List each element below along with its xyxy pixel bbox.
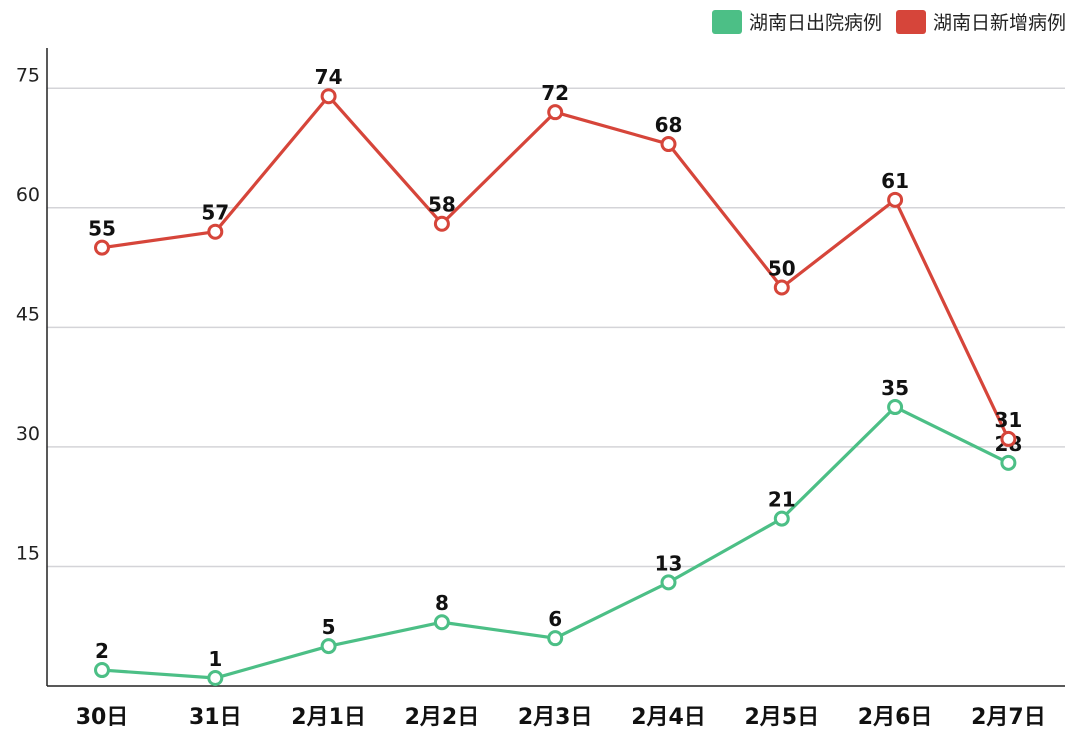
series-line-new-cases bbox=[101, 94, 1010, 440]
data-label: 50 bbox=[768, 257, 796, 281]
data-point bbox=[547, 630, 564, 647]
y-tick-label: 15 bbox=[16, 542, 40, 564]
legend-item-discharged[interactable]: 湖南日出院病例 bbox=[711, 8, 882, 35]
data-point bbox=[660, 574, 677, 591]
data-point bbox=[320, 88, 337, 105]
data-point bbox=[207, 670, 224, 687]
data-label: 31 bbox=[994, 408, 1022, 432]
data-point bbox=[1000, 430, 1017, 447]
data-point bbox=[1000, 454, 1017, 471]
data-point bbox=[320, 638, 337, 655]
data-point bbox=[433, 614, 450, 631]
data-point bbox=[94, 239, 110, 256]
y-tick-label: 75 bbox=[16, 64, 40, 86]
legend-item-new-cases[interactable]: 湖南日新增病例 bbox=[895, 8, 1066, 35]
data-point bbox=[887, 191, 904, 208]
data-label: 58 bbox=[428, 193, 456, 217]
x-tick-label: 2月1日 bbox=[291, 705, 366, 730]
legend-label-new-cases: 湖南日新增病例 bbox=[932, 12, 1066, 34]
legend: 湖南日出院病例 湖南日新增病例 bbox=[711, 8, 1066, 35]
x-tick-label: 2月3日 bbox=[518, 705, 593, 730]
x-tick-label: 31日 bbox=[189, 705, 242, 730]
data-label: 68 bbox=[655, 113, 683, 137]
legend-swatch-new-cases bbox=[895, 9, 926, 34]
x-tick-label: 2月2日 bbox=[405, 705, 480, 730]
data-point bbox=[887, 399, 904, 416]
data-label: 55 bbox=[88, 217, 116, 241]
data-label: 21 bbox=[768, 488, 796, 512]
data-label: 5 bbox=[322, 615, 336, 639]
data-point bbox=[94, 662, 110, 679]
data-label: 61 bbox=[881, 169, 909, 193]
x-tick-label: 2月5日 bbox=[744, 705, 819, 730]
data-point bbox=[547, 104, 564, 121]
x-tick-label: 2月4日 bbox=[631, 705, 706, 730]
data-label: 1 bbox=[208, 647, 222, 671]
data-label: 57 bbox=[201, 201, 229, 225]
y-tick-label: 45 bbox=[16, 303, 40, 325]
data-label: 35 bbox=[881, 376, 909, 400]
legend-label-discharged: 湖南日出院病例 bbox=[748, 12, 882, 34]
data-point bbox=[433, 215, 450, 232]
data-label: 8 bbox=[435, 591, 449, 615]
data-label: 13 bbox=[655, 551, 683, 575]
x-tick-label: 2月6日 bbox=[858, 705, 933, 730]
data-label: 6 bbox=[548, 607, 562, 631]
y-tick-label: 60 bbox=[16, 184, 40, 206]
data-point bbox=[773, 279, 790, 296]
data-label: 74 bbox=[315, 65, 343, 89]
data-point bbox=[660, 136, 677, 153]
x-tick-label: 2月7日 bbox=[971, 705, 1046, 730]
data-label: 72 bbox=[541, 81, 569, 105]
legend-swatch-discharged bbox=[711, 9, 742, 34]
x-tick-label: 30日 bbox=[76, 705, 129, 730]
data-point bbox=[773, 510, 790, 527]
y-tick-label: 30 bbox=[16, 423, 40, 445]
data-label: 2 bbox=[95, 639, 109, 663]
data-point bbox=[207, 223, 224, 240]
